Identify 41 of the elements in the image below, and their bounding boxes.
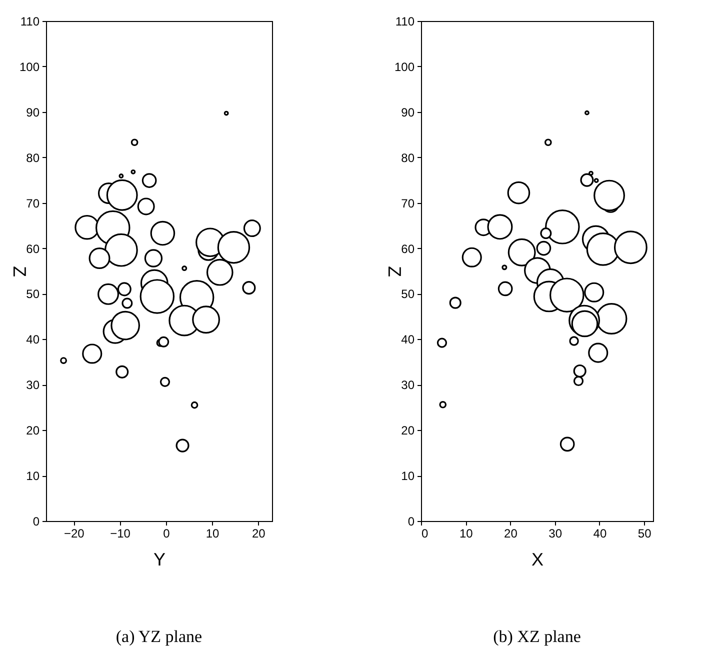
x-tick-label: 50 bbox=[638, 526, 652, 540]
text: (b) XZ plane bbox=[493, 627, 581, 646]
y-tick-label: 0 bbox=[32, 514, 40, 528]
x-tick-label: 10 bbox=[206, 526, 220, 540]
y-tick-label: 50 bbox=[26, 287, 40, 302]
text: (a) YZ plane bbox=[116, 627, 202, 646]
y-tick-label: 40 bbox=[401, 332, 415, 347]
x-axis-title: Y bbox=[153, 550, 166, 570]
y-tick-label: 90 bbox=[401, 105, 415, 120]
y-tick-label: 70 bbox=[401, 196, 415, 210]
x-tick-label: −10 bbox=[110, 526, 131, 540]
y-tick-label: 100 bbox=[19, 60, 40, 74]
x-tick-label: 40 bbox=[593, 526, 607, 540]
y-tick-label: 110 bbox=[395, 14, 415, 28]
y-tick-label: 60 bbox=[401, 242, 415, 256]
y-tick-label: 80 bbox=[401, 150, 415, 165]
y-tick-label: 80 bbox=[26, 150, 40, 165]
x-axis-title: X bbox=[531, 550, 544, 570]
y-tick-label: 20 bbox=[401, 424, 415, 438]
x-tick-label: 20 bbox=[504, 526, 518, 540]
y-tick-label: 20 bbox=[26, 424, 40, 438]
y-axis-title: Z bbox=[384, 266, 404, 277]
y-tick-label: 30 bbox=[26, 378, 40, 392]
y-tick-label: 30 bbox=[401, 378, 415, 392]
y-axis-title: Z bbox=[9, 266, 30, 277]
x-tick-label: −20 bbox=[64, 526, 85, 540]
y-tick-label: 10 bbox=[26, 469, 40, 484]
y-tick-label: 90 bbox=[26, 105, 40, 120]
y-tick-label: 50 bbox=[401, 287, 415, 302]
y-tick-label: 40 bbox=[26, 332, 40, 347]
x-tick-label: 0 bbox=[163, 526, 170, 540]
y-tick-label: 70 bbox=[26, 196, 40, 210]
y-tick-label: 60 bbox=[26, 242, 40, 256]
x-tick-label: 0 bbox=[422, 526, 428, 540]
x-tick-label: 20 bbox=[252, 526, 266, 540]
y-tick-label: 100 bbox=[394, 60, 415, 74]
y-tick-label: 0 bbox=[408, 514, 415, 528]
x-tick-label: 30 bbox=[548, 526, 562, 540]
y-tick-label: 110 bbox=[20, 14, 40, 28]
x-tick-label: 10 bbox=[459, 526, 474, 540]
y-tick-label: 10 bbox=[401, 469, 415, 484]
